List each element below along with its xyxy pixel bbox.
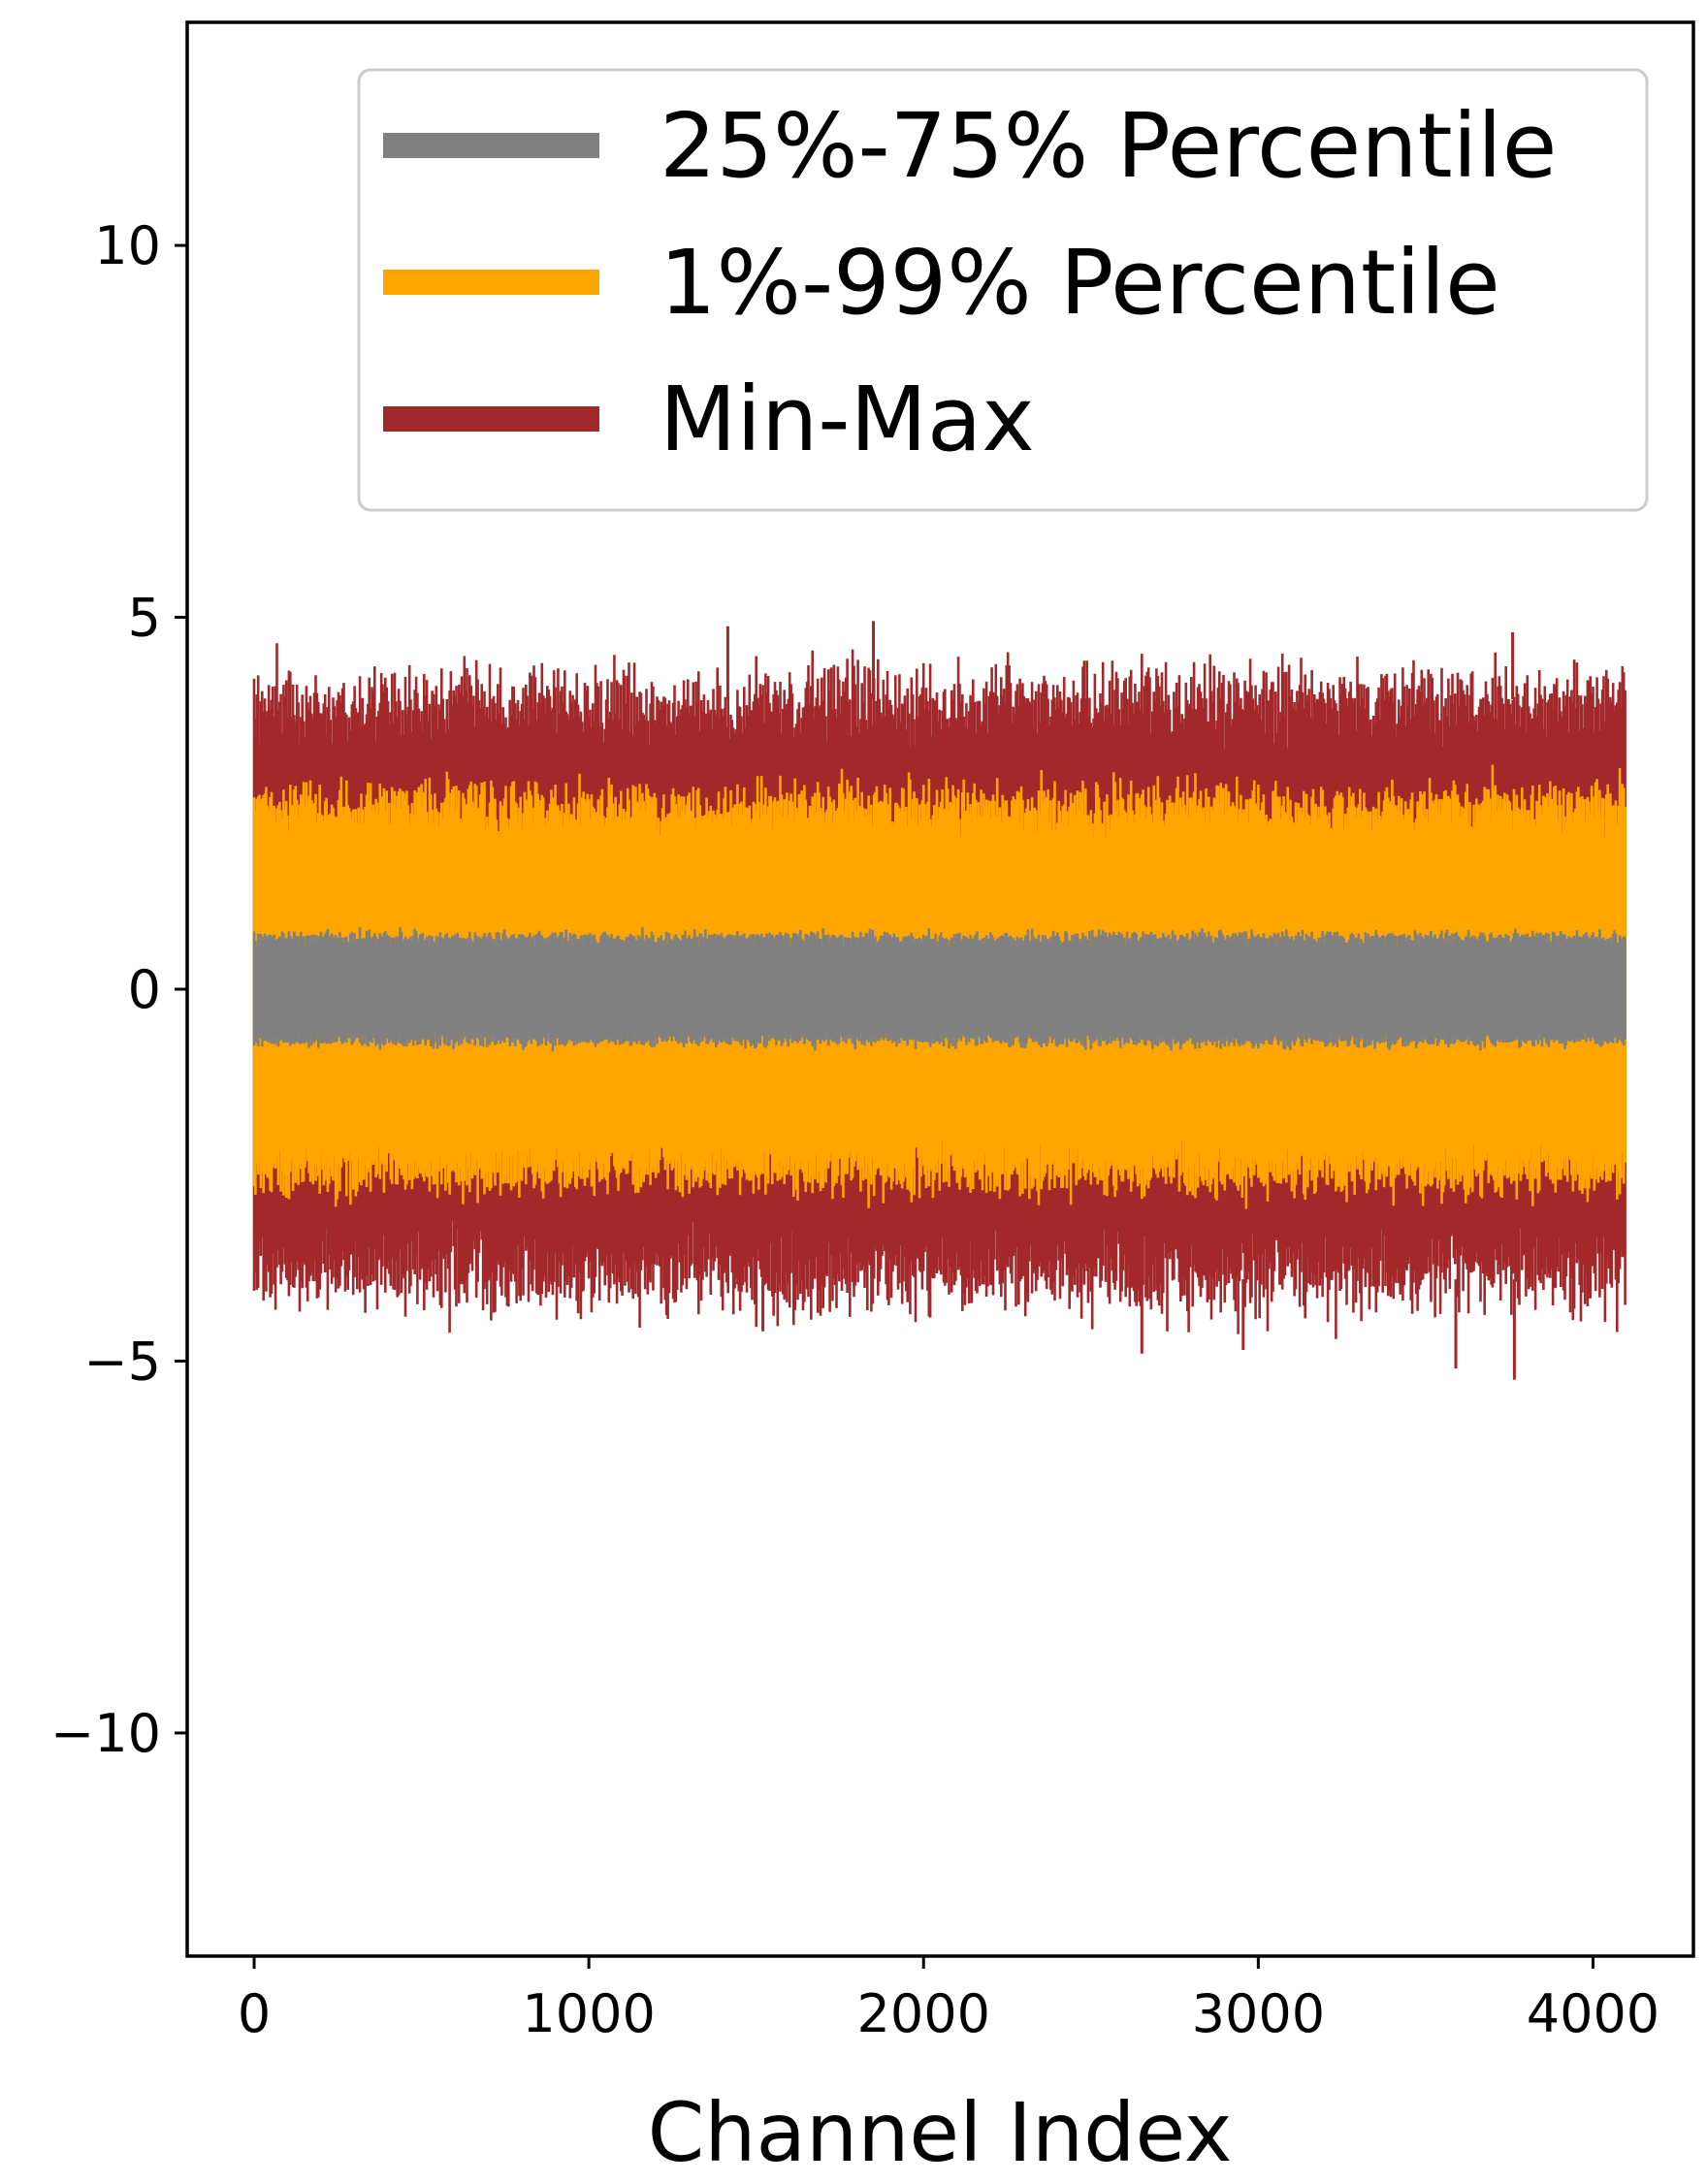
x-axis-title: Channel Index (648, 2085, 1233, 2180)
y-tick-label: 5 (128, 588, 161, 649)
legend: 25%-75% Percentile 1%-99% Percentile Min… (357, 68, 1649, 512)
y-tick-label: −10 (50, 1703, 161, 1764)
legend-frame (357, 68, 1649, 512)
y-axis: 10 5 0 −5 −10 (50, 215, 187, 1764)
legend-label-iqr: 25%-75% Percentile (660, 94, 1557, 198)
x-tick-label: 1000 (522, 1983, 655, 2044)
y-tick-label: −5 (83, 1331, 161, 1392)
x-tick-label: 2000 (857, 1983, 990, 2044)
band-layer (252, 621, 1626, 1380)
x-tick-label: 3000 (1192, 1983, 1325, 2044)
series-band-2 (252, 926, 1626, 1052)
legend-label-p1-p99: 1%-99% Percentile (660, 231, 1500, 335)
x-axis: 0 1000 2000 3000 4000 (238, 1956, 1659, 2044)
legend-label-min-max: Min-Max (660, 368, 1035, 471)
y-tick-label: 10 (94, 215, 161, 276)
x-tick-label: 0 (238, 1983, 271, 2044)
y-tick-label: 0 (128, 959, 161, 1020)
x-tick-label: 4000 (1527, 1983, 1659, 2044)
